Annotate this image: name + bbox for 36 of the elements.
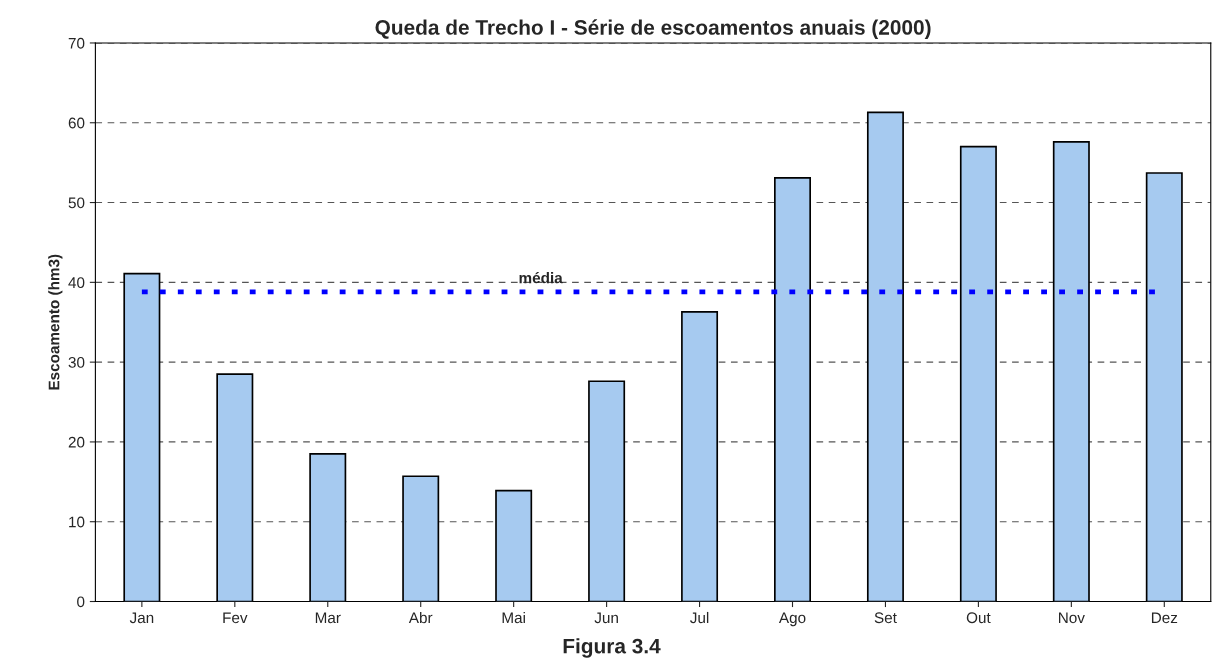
x-tick-label: Mar: [315, 612, 341, 624]
chart-title: Queda de Trecho I - Série de escoamentos anuais (2000): [375, 19, 931, 39]
bar: [216, 373, 254, 602]
x-tick-label: Set: [874, 612, 897, 624]
y-tick-label: 50: [68, 197, 85, 209]
bar: [402, 475, 440, 602]
x-tick-label: Jul: [690, 611, 709, 624]
y-tick-label: 10: [69, 516, 85, 528]
bar: [1052, 141, 1090, 602]
text: Figura 3.4: [563, 638, 661, 658]
x-tick-label: Dez: [1151, 612, 1178, 624]
bar: [309, 453, 347, 602]
x-tick-label: Fev: [223, 612, 248, 624]
y-tick-label: 20: [68, 436, 85, 448]
y-tick-label: 0: [77, 596, 85, 608]
bar: [774, 176, 811, 602]
bar: [123, 272, 161, 602]
ref-line-label: média: [519, 271, 563, 284]
x-tick-label: Nov: [1059, 612, 1085, 624]
y-tick-label: 40: [68, 277, 85, 289]
x-tick-label: Abr: [408, 611, 433, 624]
x-tick-label: Out: [966, 612, 991, 624]
x-tick-label: Mai: [502, 611, 525, 624]
x-tick-label: Jan: [129, 612, 154, 624]
y-tick-label: 60: [68, 117, 85, 129]
bar: [495, 489, 533, 602]
bar: [588, 380, 626, 602]
bar: [866, 111, 904, 602]
x-tick-label: Jun: [594, 612, 618, 624]
y-tick-label: 30: [68, 357, 85, 368]
y-tick-label: 70: [68, 37, 85, 49]
y-axis-title: Escoamento (hm3): [48, 254, 63, 390]
bar: [681, 311, 719, 602]
bar: [959, 145, 997, 602]
bar: [1145, 172, 1183, 602]
x-tick-label: Ago: [778, 612, 806, 627]
